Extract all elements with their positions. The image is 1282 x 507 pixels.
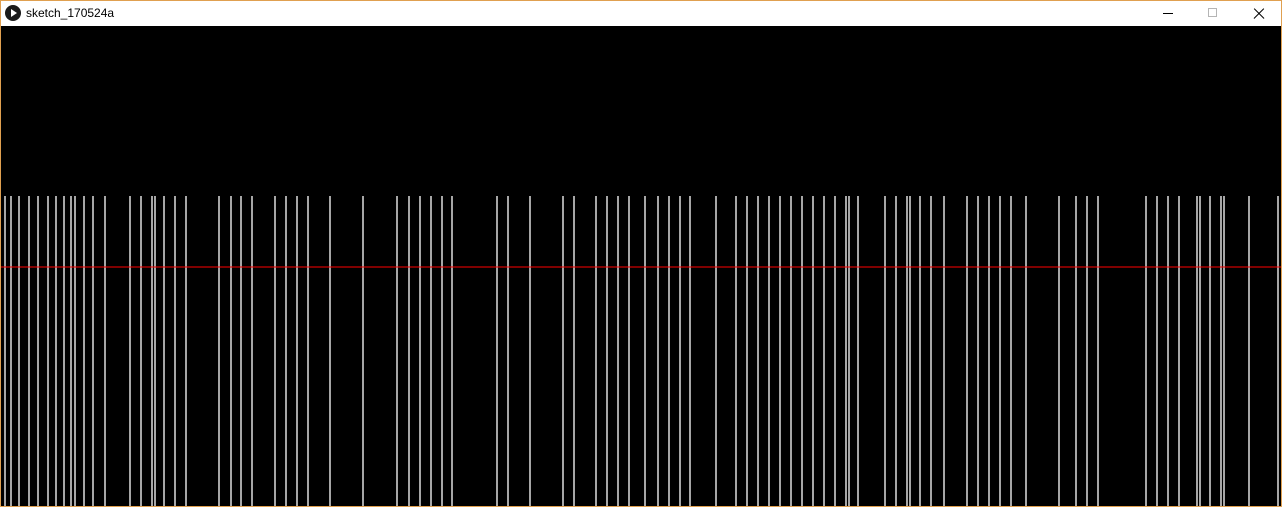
minimize-icon[interactable] [1145,1,1191,26]
sketch-canvas[interactable] [1,26,1281,506]
window-title: sketch_170524a [26,6,115,20]
play-icon [5,5,21,21]
sketch-drawing [1,26,1281,506]
title-bar[interactable]: sketch_170524a [1,1,1281,26]
close-icon[interactable] [1235,1,1281,26]
maximize-icon[interactable] [1191,1,1237,26]
